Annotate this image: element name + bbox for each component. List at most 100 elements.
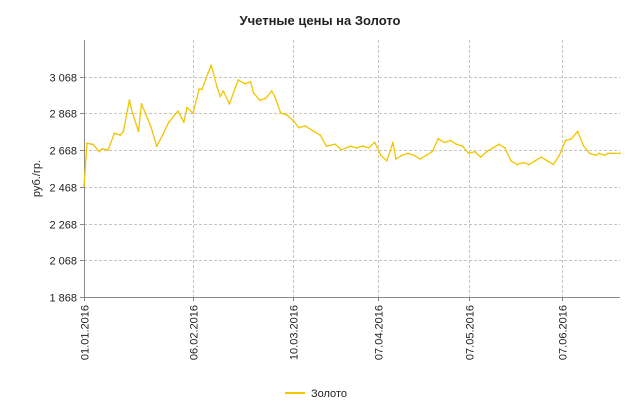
data-point [392, 141, 394, 144]
data-point [349, 145, 352, 148]
data-point [149, 125, 152, 127]
axes-layer: 1 868 2 068 2 268 2 468 2 668 2 868 3 068 01.01… [49, 40, 620, 360]
data-point [258, 99, 261, 102]
data-point [264, 97, 267, 100]
data-point [340, 148, 343, 151]
data-point [604, 154, 606, 157]
data-point [222, 90, 225, 92]
data-point [473, 150, 476, 153]
data-point [576, 130, 579, 133]
data-point [528, 163, 531, 166]
data-point [167, 121, 170, 124]
data-point [270, 90, 273, 92]
data-point [298, 126, 300, 129]
x-tick-label: 06.02.2016 [189, 305, 201, 360]
series-line-gold [83, 64, 620, 187]
y-tick-label: 2 268 [49, 220, 77, 232]
data-point [413, 154, 415, 157]
data-point [479, 156, 482, 159]
data-point [183, 121, 185, 124]
data-point [510, 159, 512, 162]
y-tick-label: 1 868 [49, 293, 77, 305]
data-point [407, 152, 409, 155]
data-point [558, 154, 561, 157]
data-point [395, 158, 397, 160]
y-axis-label: руб./гр. [31, 160, 43, 197]
data-point [219, 95, 222, 98]
data-point [540, 156, 543, 159]
legend[interactable]: Золото [285, 388, 347, 400]
data-point [86, 142, 88, 145]
data-point [588, 152, 591, 155]
data-point [455, 143, 458, 146]
data-point [419, 158, 421, 160]
data-point [216, 86, 219, 89]
data-point [449, 139, 452, 142]
data-point [198, 88, 201, 91]
data-point [119, 134, 122, 137]
data-point [379, 154, 382, 157]
x-tick-label: 01.01.2016 [80, 305, 92, 360]
series-layer [83, 64, 621, 188]
data-point [373, 141, 376, 144]
data-point [161, 134, 164, 137]
x-tick-label: 07.04.2016 [374, 305, 386, 360]
data-point [443, 141, 446, 144]
data-point [401, 154, 403, 157]
data-point [319, 134, 322, 137]
data-point [243, 82, 246, 85]
data-point [137, 130, 140, 133]
grid-layer [84, 40, 620, 297]
data-point [546, 159, 549, 162]
data-point [113, 132, 116, 135]
data-point [491, 147, 494, 149]
data-point [613, 152, 615, 155]
data-point [98, 150, 100, 153]
data-point [516, 163, 518, 166]
x-tick-label: 10.03.2016 [289, 305, 301, 360]
data-point [385, 159, 388, 162]
data-point [83, 185, 85, 188]
legend-label-gold: Золото [311, 388, 347, 400]
y-tick-label: 2 868 [49, 109, 77, 121]
data-point [146, 117, 149, 120]
data-point [122, 130, 125, 133]
y-tick-label: 2 068 [49, 256, 77, 268]
data-point [431, 150, 434, 153]
data-point [570, 137, 573, 140]
data-point [237, 79, 240, 81]
data-point [92, 143, 94, 146]
x-tick-label: 07.05.2016 [465, 305, 477, 360]
data-point [234, 86, 237, 89]
data-point [249, 81, 252, 83]
data-point [425, 154, 428, 157]
data-point [594, 154, 597, 157]
data-point [522, 161, 524, 164]
data-point [279, 112, 282, 114]
data-point [101, 148, 104, 150]
data-point [597, 152, 600, 155]
data-point [467, 152, 470, 155]
data-point [177, 110, 179, 113]
data-point [619, 152, 621, 155]
data-point [186, 106, 188, 109]
data-point [355, 147, 358, 149]
data-point [155, 145, 158, 148]
data-point [286, 114, 288, 116]
data-point [128, 99, 131, 102]
data-point [498, 143, 500, 146]
data-point [334, 143, 337, 146]
data-point [252, 92, 255, 94]
chart-title: Учетные цены на Золото [239, 13, 401, 28]
data-point [607, 152, 609, 155]
data-point [207, 71, 210, 74]
data-point [210, 64, 213, 67]
data-point [192, 112, 194, 114]
data-point [313, 130, 315, 133]
data-point [461, 145, 464, 148]
data-point [534, 159, 537, 162]
data-point [273, 95, 276, 98]
data-point [325, 145, 328, 148]
data-point [140, 103, 143, 105]
